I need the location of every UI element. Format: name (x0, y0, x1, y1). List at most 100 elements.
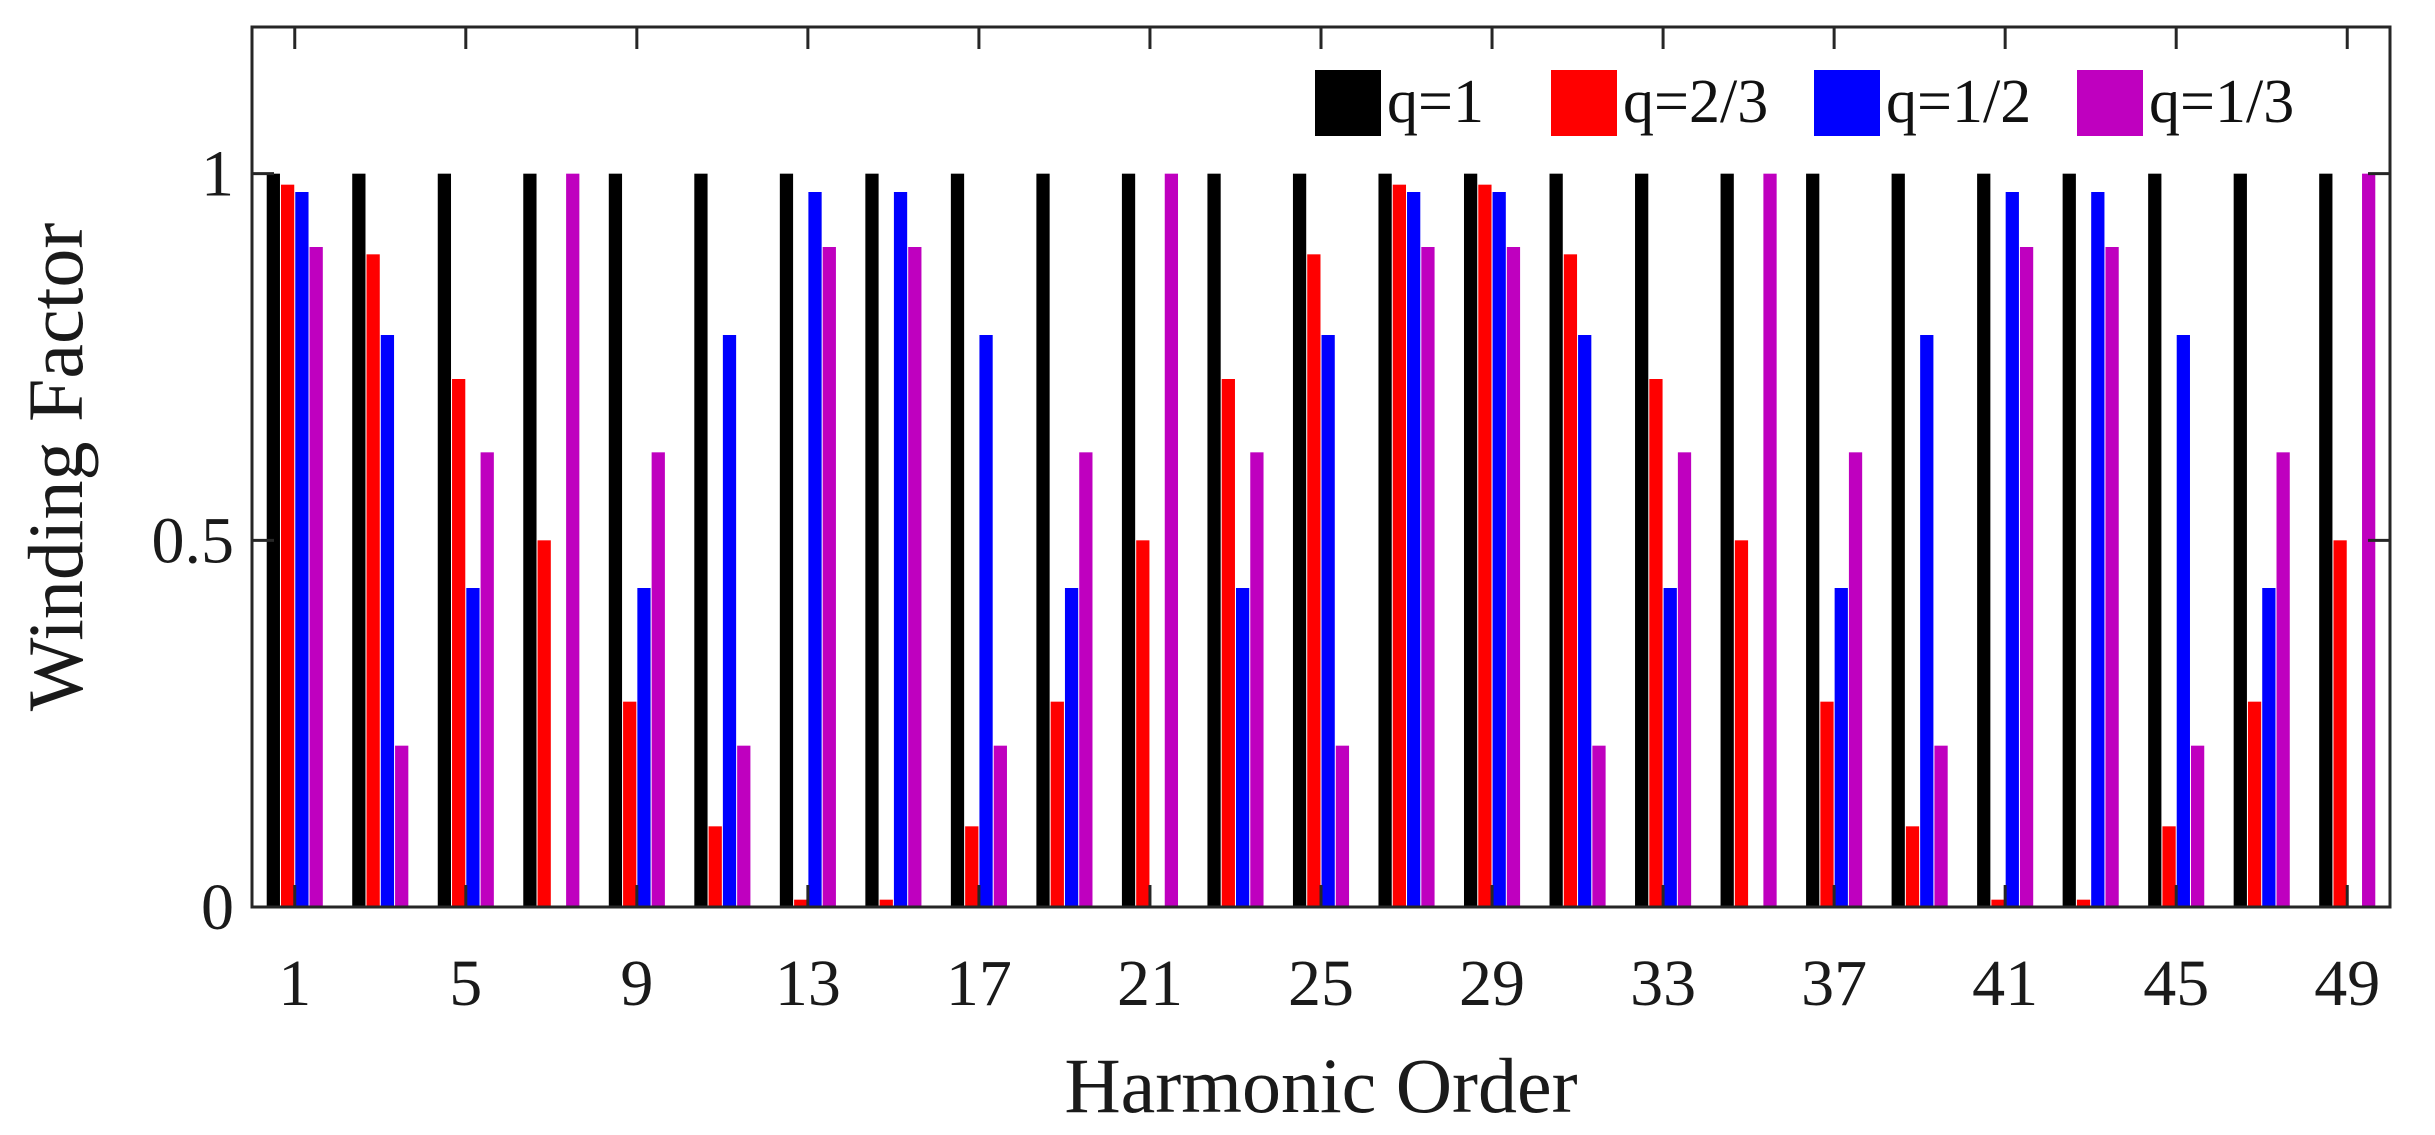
bar-q=2/3-h33 (1649, 379, 1663, 907)
y-axis-title: Winding Factor (12, 223, 99, 712)
plot-frame (250, 25, 2392, 909)
bar-q=1/3-h39 (1934, 745, 1948, 907)
bar-q=1-h33 (1635, 173, 1649, 908)
bar-q=2/3-h39 (1905, 826, 1920, 907)
bar-q=1-h31 (1549, 173, 1563, 908)
bar-q=1/2-h5 (466, 588, 480, 907)
bar-q=1/2-h23 (1235, 588, 1250, 907)
bar-q=2/3-h43 (2076, 899, 2091, 907)
bar-q=1-h29 (1463, 173, 1478, 908)
legend-label-q=1/3: q=1/3 (2149, 68, 2294, 136)
x-tick-label: 49 (2314, 947, 2380, 1020)
bar-q=2/3-h17 (965, 826, 979, 907)
bar-q=1/3-h7 (566, 173, 580, 908)
bar-q=1/3-h47 (2276, 452, 2290, 907)
bar-q=1-h11 (694, 173, 708, 908)
bar-q=1/2-h13 (808, 192, 822, 907)
bar-q=1/3-h9 (651, 452, 665, 907)
x-tick-label: 21 (1117, 947, 1183, 1020)
bar-q=1-h7 (523, 173, 537, 908)
bar-q=1-h15 (865, 173, 879, 908)
bar-q=1/2-h43 (2091, 192, 2105, 907)
bar-group (266, 173, 2376, 908)
bar-q=1/2-h11 (722, 335, 737, 907)
tick-group: 0 0.5 1 1 5 9 13 17 21 25 29 33 37 41 45 49 (152, 27, 2390, 1020)
x-tick-label: 37 (1801, 947, 1867, 1020)
bar-q=1/2-h3 (380, 335, 395, 907)
y-tick-label: 0 (201, 871, 234, 944)
bar-q=1-h21 (1121, 173, 1136, 908)
bar-q=1/2-h37 (1834, 588, 1848, 907)
legend: q=1 q=2/3 q=1/2 q=1/3 (1315, 68, 2294, 136)
bar-q=1-h23 (1207, 173, 1221, 908)
bar-q=1/2-h31 (1578, 335, 1592, 907)
bar-q=1/2-h41 (2005, 192, 2019, 907)
bar-q=1/3-h31 (1592, 745, 1606, 907)
bar-q=2/3-h49 (2333, 540, 2347, 907)
bar-q=2/3-h45 (2162, 826, 2176, 907)
bar-q=1/3-h13 (822, 247, 836, 907)
bar-q=1/2-h45 (2176, 335, 2190, 907)
bar-q=2/3-h13 (794, 899, 808, 907)
bar-q=1/3-h15 (908, 247, 922, 907)
legend-swatch-q=1/2 (1814, 70, 1880, 136)
bar-q=2/3-h11 (708, 826, 722, 907)
bar-q=1/3-h21 (1164, 173, 1179, 908)
plot-background (252, 27, 2390, 907)
bar-q=1-h35 (1720, 173, 1734, 908)
bar-q=1-h49 (2319, 173, 2333, 908)
bar-q=1/3-h5 (480, 452, 494, 907)
bar-q=1/2-h15 (893, 192, 908, 907)
bar-q=1/3-h1 (309, 247, 323, 907)
legend-label-q=2/3: q=2/3 (1623, 68, 1768, 136)
bar-q=1/3-h45 (2190, 745, 2205, 907)
bar-q=2/3-h15 (879, 899, 893, 907)
bar-q=1-h13 (779, 173, 794, 908)
bar-q=1/3-h37 (1848, 452, 1863, 907)
bar-q=2/3-h31 (1563, 254, 1578, 907)
legend-swatch-q=1 (1315, 70, 1381, 136)
bar-q=1/3-h25 (1335, 745, 1350, 907)
x-tick-label: 33 (1630, 947, 1696, 1020)
x-tick-label: 25 (1288, 947, 1354, 1020)
bar-q=1/3-h3 (395, 745, 409, 907)
bar-q=1/2-h19 (1064, 588, 1079, 907)
bar-q=2/3-h41 (1991, 899, 2005, 907)
y-tick-label: 0.5 (152, 504, 235, 577)
bar-q=1/3-h33 (1677, 452, 1692, 907)
legend-label-q=1: q=1 (1387, 68, 1484, 136)
bar-q=1-h37 (1806, 173, 1820, 908)
bar-q=2/3-h7 (537, 540, 551, 907)
bar-q=1-h41 (1977, 173, 1991, 908)
bar-q=2/3-h35 (1734, 540, 1749, 907)
bar-q=1/2-h27 (1407, 192, 1421, 907)
bar-q=1/3-h35 (1763, 173, 1777, 908)
x-tick-label: 45 (2143, 947, 2209, 1020)
bar-q=1/2-h33 (1663, 588, 1677, 907)
x-tick-label: 41 (1972, 947, 2038, 1020)
bar-q=2/3-h3 (366, 254, 380, 907)
bar-q=2/3-h27 (1392, 184, 1407, 908)
bar-q=2/3-h47 (2247, 701, 2262, 907)
bar-q=2/3-h9 (623, 701, 637, 907)
bar-q=1-h9 (608, 173, 623, 908)
y-tick-label: 1 (201, 138, 234, 211)
bar-q=1-h25 (1292, 173, 1307, 908)
x-tick-label: 1 (278, 947, 311, 1020)
bar-q=1-h47 (2233, 173, 2247, 908)
bar-q=2/3-h1 (280, 184, 295, 908)
legend-label-q=1/2: q=1/2 (1886, 68, 2031, 136)
bar-q=1-h39 (1891, 173, 1905, 908)
bar-q=2/3-h37 (1820, 701, 1834, 907)
bar-q=2/3-h19 (1050, 701, 1064, 907)
bar-q=1/2-h39 (1920, 335, 1934, 907)
bar-q=1-h19 (1036, 173, 1050, 908)
bar-q=1/2-h47 (2262, 588, 2276, 907)
x-tick-label: 13 (775, 947, 841, 1020)
legend-swatch-q=1/3 (2077, 70, 2143, 136)
bar-q=1/3-h41 (2019, 247, 2034, 907)
bar-q=1-h5 (437, 173, 452, 908)
bar-q=1-h3 (352, 173, 366, 908)
bar-q=1/2-h25 (1321, 335, 1335, 907)
